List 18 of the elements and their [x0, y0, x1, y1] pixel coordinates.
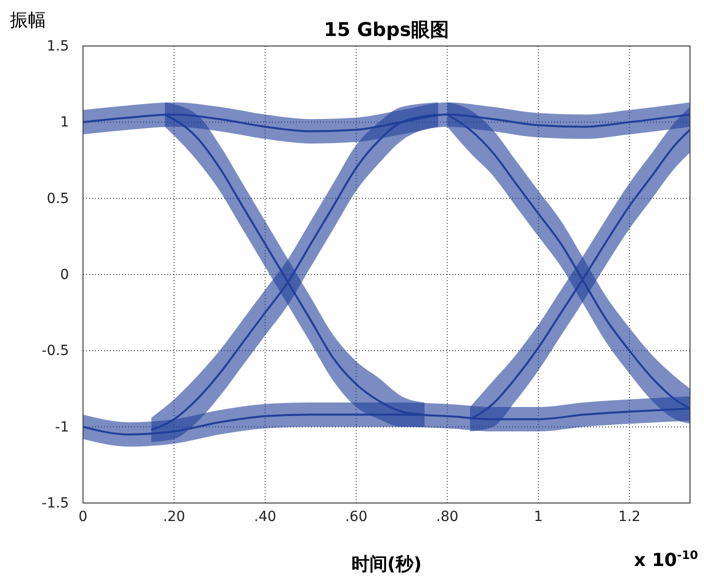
y-tick-label: -0.5 — [42, 343, 69, 360]
y-tick-label: 1.5 — [46, 38, 69, 54]
x-tick-label: .20 — [162, 508, 186, 525]
y-tick-label: -1 — [55, 419, 69, 436]
chart-title: 15 Gbps眼图 — [324, 19, 450, 41]
x-tick-label: .80 — [436, 508, 458, 525]
x-tick-label: 1.2 — [618, 508, 641, 525]
x-tick-label: 0 — [78, 508, 88, 525]
y-tick-label: 0 — [60, 266, 69, 283]
y-tick-label: 1 — [60, 114, 69, 131]
y-tick-label: -1.5 — [42, 495, 69, 512]
text: x 10$^{-10}$ — [634, 548, 698, 571]
y-axis-title: 振幅 — [10, 10, 46, 31]
y-tick-label: 0.5 — [46, 190, 69, 207]
x-axis-title: 时间(秒) — [351, 554, 422, 575]
x-tick-label: 1 — [534, 508, 543, 525]
x-tick-label: .40 — [254, 508, 276, 525]
x-tick-label: .60 — [345, 508, 368, 525]
